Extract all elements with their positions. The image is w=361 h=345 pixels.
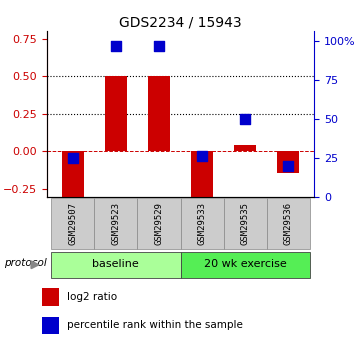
Bar <box>191 151 213 197</box>
Bar <box>105 76 127 151</box>
Bar <box>43 317 59 334</box>
Text: GSM29507: GSM29507 <box>68 202 77 245</box>
Point <box>70 155 76 161</box>
Bar <box>148 76 170 151</box>
Point <box>242 116 248 122</box>
Bar <box>234 146 256 151</box>
Bar <box>94 198 138 249</box>
Point <box>285 163 291 168</box>
Text: percentile rank within the sample: percentile rank within the sample <box>67 321 243 331</box>
Text: baseline: baseline <box>92 259 139 269</box>
Text: protocol: protocol <box>4 258 47 268</box>
Bar <box>138 198 180 249</box>
Bar <box>180 252 310 278</box>
Text: GSM29533: GSM29533 <box>197 202 206 245</box>
Point <box>113 43 119 49</box>
Bar <box>62 151 83 197</box>
Text: GSM29536: GSM29536 <box>284 202 293 245</box>
Title: GDS2234 / 15943: GDS2234 / 15943 <box>119 16 242 30</box>
Bar <box>51 252 180 278</box>
Point <box>156 43 162 49</box>
Point <box>199 154 205 159</box>
Text: GSM29535: GSM29535 <box>241 202 249 245</box>
Text: GSM29529: GSM29529 <box>155 202 164 245</box>
Bar <box>51 198 94 249</box>
Text: 20 wk exercise: 20 wk exercise <box>204 259 287 269</box>
Bar <box>223 198 267 249</box>
Text: log2 ratio: log2 ratio <box>67 292 117 302</box>
Bar <box>267 198 310 249</box>
Text: GSM29523: GSM29523 <box>112 202 120 245</box>
Bar <box>278 151 299 172</box>
Bar <box>180 198 223 249</box>
Bar <box>43 288 59 306</box>
